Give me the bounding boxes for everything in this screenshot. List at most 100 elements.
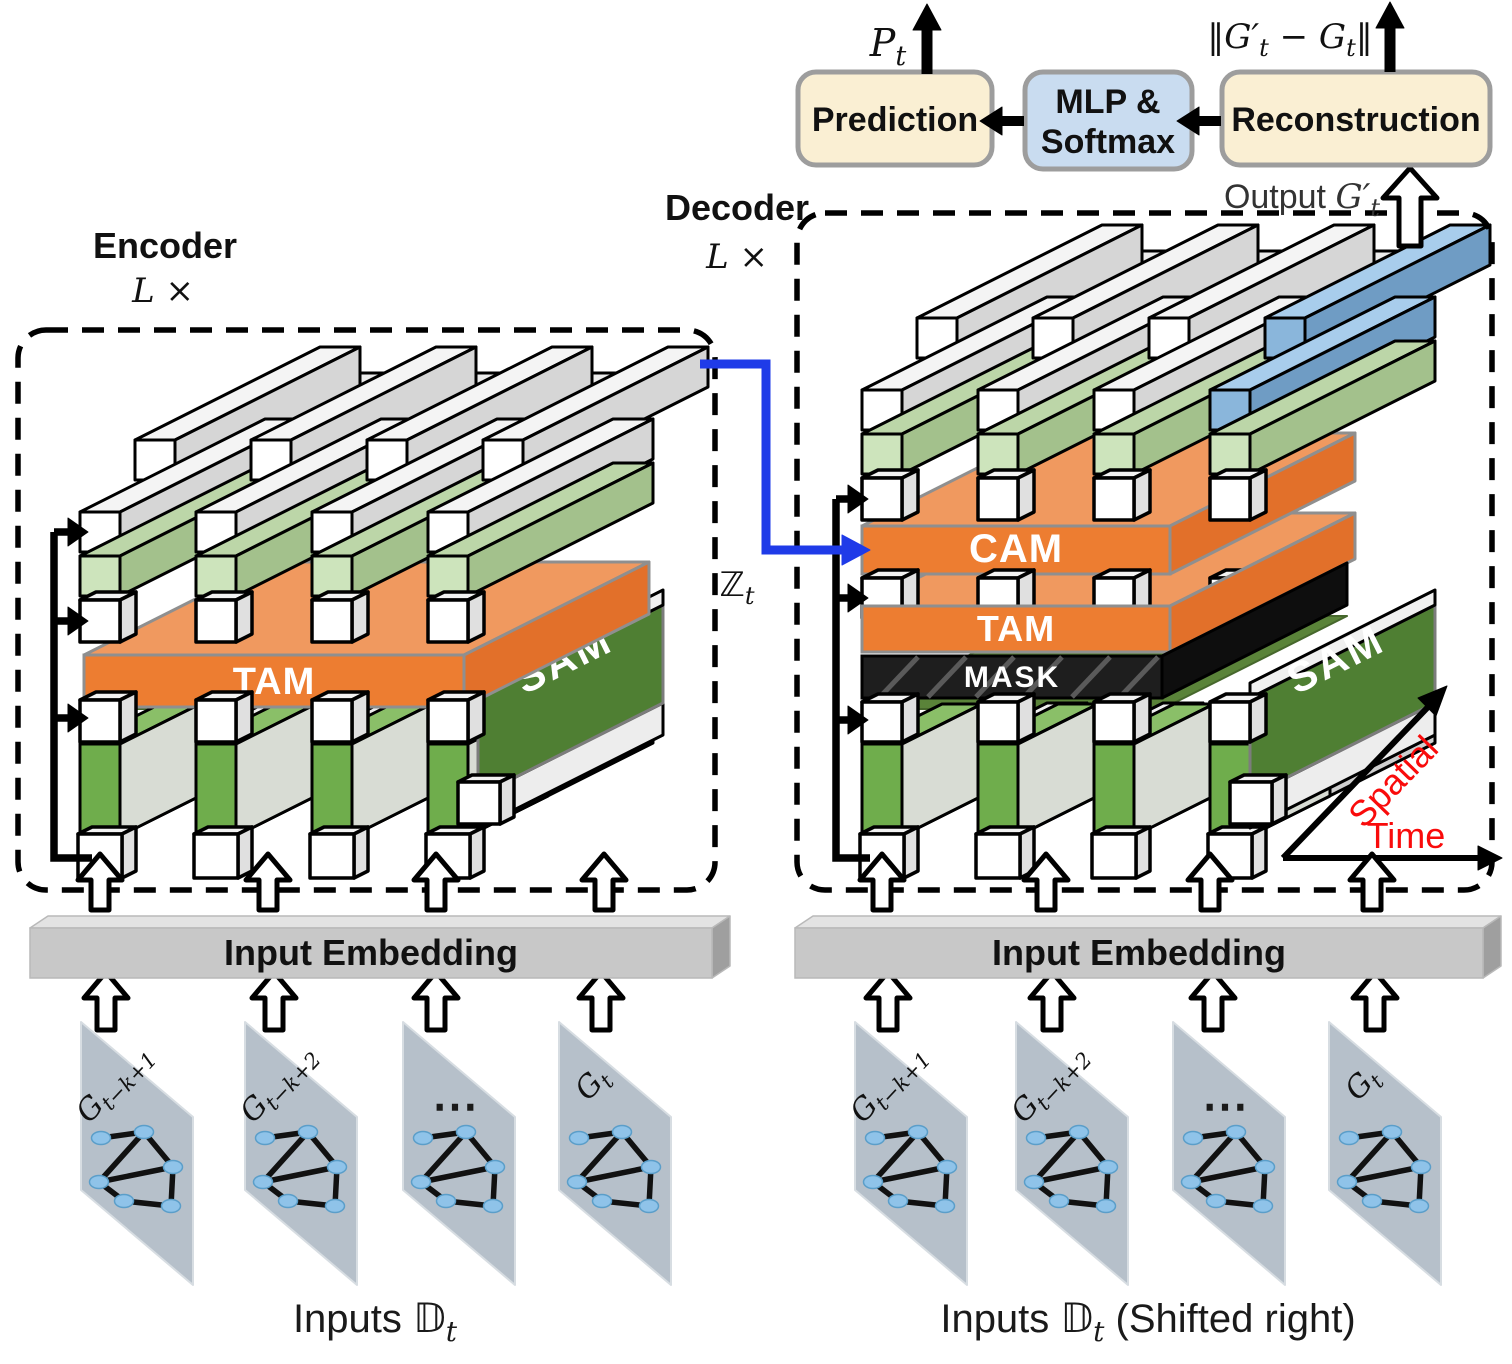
right-input-embedding-front (794, 927, 1484, 979)
encoder-sam-front-cube (456, 773, 516, 826)
time-axis-label: Time (1367, 815, 1446, 856)
encoder-input-arrow-2 (243, 851, 293, 913)
left-graph-plane-4-node (591, 1193, 613, 1209)
left-graph-plane-2-edge (260, 1164, 340, 1185)
encoder-stack-4-node-cube (426, 590, 486, 644)
left-embed-arrow-4 (576, 969, 626, 1033)
left-input-embedding-top (29, 915, 731, 929)
mlp-label-line2: Softmax (1041, 123, 1175, 161)
encoder-input-arrow-3 (411, 851, 461, 913)
left-graph-plane-3-sheet (402, 1021, 516, 1286)
decoder-sam-top-edge (1248, 588, 1437, 700)
decoder-input-arrow-1 (857, 851, 907, 913)
latent-label: ℤt (720, 565, 755, 610)
left-graph-plane-4-node (640, 1159, 662, 1175)
left-graph-plane-4-node (566, 1174, 588, 1190)
left-graph-plane-1-node (160, 1198, 182, 1214)
right-graph-plane-3-node (1252, 1198, 1274, 1214)
encoder-mid-node-2 (194, 690, 254, 744)
decoder-mid-node-2 (976, 692, 1036, 744)
right-graph-plane-2-node (1023, 1174, 1045, 1190)
encoder-residual-arrows-head-3 (67, 703, 89, 733)
reconstruction-loss-label: ‖G′t − Gt‖ (1207, 17, 1372, 62)
mask-hatch-line (1070, 655, 1112, 699)
left-embed-arrow-1 (81, 969, 131, 1033)
decoder-sam-front-cube (1228, 773, 1288, 826)
right-graph-plane-2-edge (1031, 1164, 1111, 1185)
left-graph-plane-2-node (324, 1198, 346, 1214)
left-graph-plane-4-node (611, 1124, 633, 1140)
left-graph-plane-4-node (568, 1130, 590, 1146)
left-graph-plane-3: ⋯ (402, 1021, 516, 1286)
mask-hatch-line (1022, 655, 1064, 699)
right-graph-plane-4-sheet (1328, 1021, 1442, 1286)
decoder-tam-label: TAM (977, 608, 1055, 649)
decoder-bottom-node-2 (974, 825, 1036, 880)
spatial-axis-line (1280, 704, 1431, 861)
encoder-residual-arrows-head-2 (67, 606, 89, 636)
left-input-embedding-side (711, 915, 731, 979)
left-graph-plane-3-node (410, 1174, 432, 1190)
encoder-tam-front (82, 653, 466, 709)
left-embed-arrow-3 (411, 969, 461, 1033)
mask-hatch-line (1118, 655, 1160, 699)
encoder-stack-3-node-cube (310, 590, 370, 644)
encoder-bottom-node-2 (192, 825, 254, 880)
left-input-embedding-label: Input Embedding (224, 932, 518, 973)
right-embed-arrow-3 (1188, 969, 1238, 1033)
right-graph-plane-4-node (1408, 1198, 1430, 1214)
titles: Encoder L × Decoder L × (93, 187, 809, 311)
right-graph-plane-3-node (1180, 1174, 1202, 1190)
left-input-embedding-front (29, 927, 713, 979)
right-graph-plane-1-edge (870, 1164, 950, 1185)
encoder-dashed-box (15, 327, 718, 893)
decoder-bottom-node-3 (1090, 825, 1152, 880)
encoder-title: Encoder (93, 225, 237, 266)
encoder-stack-1-node-cube (78, 590, 138, 644)
right-graph-plane-2-node (1095, 1198, 1117, 1214)
right-graph-plane-3: ⋯ (1172, 1021, 1286, 1286)
right-graph-plane-2-node (1025, 1130, 1047, 1146)
left-graph-plane-2-node (254, 1130, 276, 1146)
decoder-title: Decoder (665, 187, 809, 228)
decoder-input-arrow-2 (1021, 851, 1071, 913)
right-graph-plane-1-node (862, 1174, 884, 1190)
right-graph-plane-3-edge (1188, 1164, 1268, 1185)
encoder-mid-node-3 (310, 690, 370, 744)
left-graph-plane-4: Gt (558, 1021, 672, 1286)
decoder-stack-3-node-cube (1092, 468, 1152, 522)
decoder-cam-label: CAM (969, 527, 1063, 571)
left-graph-plane-3-node (482, 1198, 504, 1214)
mlp-label-line1: MLP & (1055, 83, 1160, 121)
right-graph-plane-1-node (887, 1193, 909, 1209)
right-graph-plane-1-node (864, 1130, 886, 1146)
left-input-embedding: Input Embedding (29, 915, 731, 979)
right-graph-plane-3-node (1182, 1130, 1204, 1146)
decoder-residual-arrows (832, 484, 870, 862)
decoder-tam-front (860, 604, 1172, 654)
right-graph-plane-4-edge (1344, 1129, 1395, 1185)
right-graph-plane-3-node (1225, 1124, 1247, 1140)
mask-hatch-line (878, 655, 920, 699)
output-arrow (1380, 165, 1440, 249)
left-embed-arrow-2 (249, 969, 299, 1033)
right-graph-plane-1-node (907, 1124, 929, 1140)
right-input-embedding-label: Input Embedding (992, 932, 1286, 973)
right-graph-plane-3-node (1205, 1193, 1227, 1209)
encoder-bottom-node-3 (308, 825, 370, 880)
left-graph-plane-3-label: ⋯ (432, 1080, 478, 1132)
right-graph-plane-2-node (1097, 1159, 1119, 1175)
right-graph-plane-2-node (1048, 1193, 1070, 1209)
left-graph-plane-1-node (113, 1193, 135, 1209)
left-graph-plane-1-edge (96, 1129, 147, 1185)
left-graph-plane-1-node (162, 1159, 184, 1175)
mask-hatch-line (926, 655, 968, 699)
left-inputs-caption: Inputs 𝔻t (293, 1296, 458, 1348)
decoder-green-column-2 (976, 702, 1100, 838)
decoder-mid-node-1 (860, 692, 920, 744)
loss-arrow-head (1375, 1, 1405, 29)
decoder-residual-arrows-head-3 (847, 705, 869, 735)
right-input-embedding-side (1482, 915, 1502, 979)
